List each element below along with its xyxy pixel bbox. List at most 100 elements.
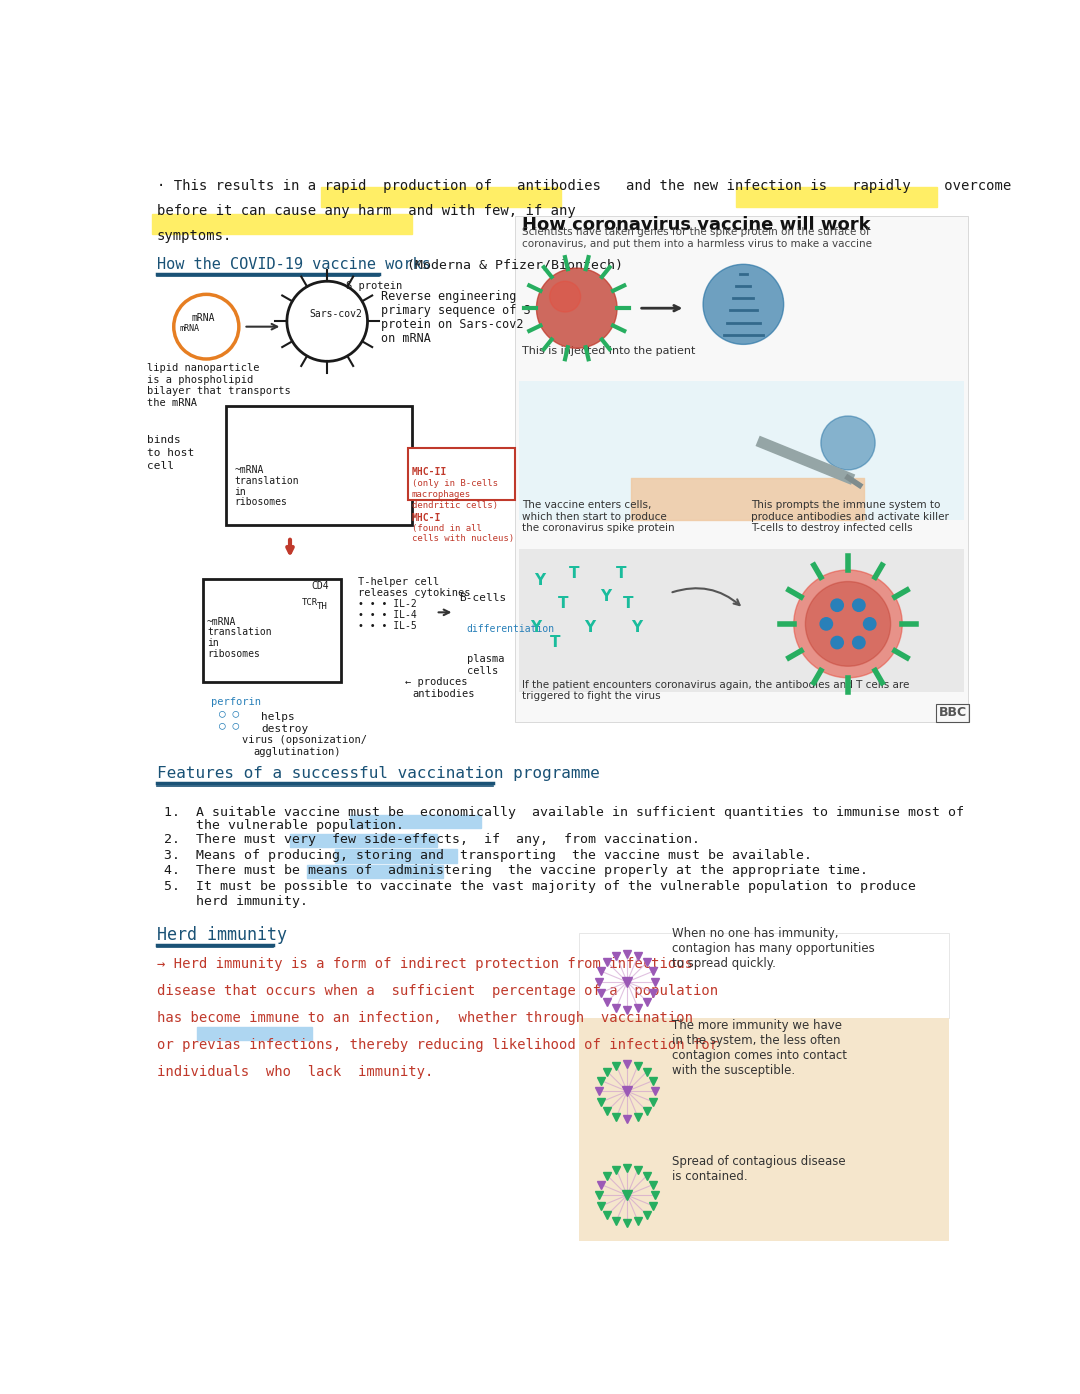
Text: cells: cells bbox=[467, 666, 498, 676]
Text: in: in bbox=[207, 638, 219, 648]
Text: translation: translation bbox=[234, 475, 299, 485]
Text: When no one has immunity,
contagion has many opportunities
to spread quickly.: When no one has immunity, contagion has … bbox=[672, 927, 875, 970]
Bar bbox=[227, 406, 413, 526]
Text: plasma: plasma bbox=[467, 654, 504, 665]
Text: is a phospholipid: is a phospholipid bbox=[147, 375, 253, 385]
Text: CD4: CD4 bbox=[312, 581, 329, 591]
Bar bbox=[350, 815, 481, 828]
Text: binds: binds bbox=[147, 435, 180, 445]
Text: has become immune to an infection,  whether through  vaccination: has become immune to an infection, wheth… bbox=[157, 1011, 692, 1025]
Text: TCR: TCR bbox=[301, 598, 318, 606]
Text: before it can cause any harm  and with few, if any: before it can cause any harm and with fe… bbox=[157, 204, 576, 217]
Text: TH: TH bbox=[318, 602, 328, 611]
Text: 1.  A suitable vaccine must be  economically  available in sufficient quantities: 1. A suitable vaccine must be economical… bbox=[164, 806, 964, 820]
Text: perforin: perforin bbox=[211, 697, 261, 707]
Text: in: in bbox=[234, 487, 246, 496]
Text: to host: to host bbox=[147, 447, 194, 459]
Text: the mRNA: the mRNA bbox=[147, 397, 197, 408]
Text: Spread of contagious disease
is contained.: Spread of contagious disease is containe… bbox=[672, 1154, 846, 1184]
Text: BBC: BBC bbox=[939, 707, 967, 719]
Bar bbox=[579, 934, 948, 1018]
Circle shape bbox=[806, 581, 891, 666]
Circle shape bbox=[794, 570, 902, 677]
Text: • • • IL-5: • • • IL-5 bbox=[359, 620, 417, 630]
Text: cells with nucleus): cells with nucleus) bbox=[411, 534, 514, 544]
Text: Y: Y bbox=[535, 573, 545, 588]
Text: ribosomes: ribosomes bbox=[207, 650, 260, 659]
Text: T: T bbox=[623, 597, 634, 612]
Circle shape bbox=[864, 618, 876, 630]
Text: primary sequence of S: primary sequence of S bbox=[381, 304, 531, 318]
Text: differentiation: differentiation bbox=[467, 623, 555, 634]
Text: Y: Y bbox=[584, 619, 596, 634]
Text: T: T bbox=[569, 566, 580, 581]
Bar bbox=[203, 580, 341, 682]
Text: lipid nanoparticle: lipid nanoparticle bbox=[147, 364, 259, 374]
Bar bbox=[518, 549, 964, 691]
Text: ○ ○: ○ ○ bbox=[218, 708, 239, 718]
Bar bbox=[515, 216, 968, 722]
Text: on mRNA: on mRNA bbox=[381, 332, 431, 346]
Text: T: T bbox=[557, 597, 568, 612]
Text: mRNA: mRNA bbox=[180, 325, 200, 333]
Text: destroy: destroy bbox=[261, 723, 309, 733]
Text: Herd immunity: Herd immunity bbox=[157, 926, 286, 944]
Bar bbox=[307, 864, 443, 878]
Text: If the patient encounters coronavirus again, the antibodies and T cells are
trig: If the patient encounters coronavirus ag… bbox=[523, 680, 909, 701]
Text: ~mRNA: ~mRNA bbox=[234, 466, 264, 475]
Text: • • • IL-2: • • • IL-2 bbox=[359, 599, 417, 609]
Text: T: T bbox=[550, 636, 561, 650]
Circle shape bbox=[820, 618, 833, 630]
Circle shape bbox=[537, 268, 617, 348]
Text: Y: Y bbox=[631, 619, 643, 634]
Text: agglutination): agglutination) bbox=[254, 747, 341, 757]
Text: releases cytokines: releases cytokines bbox=[359, 588, 471, 598]
Bar bbox=[408, 447, 515, 500]
Text: This prompts the immune system to
produce antibodies and activate killer
T-cells: This prompts the immune system to produc… bbox=[751, 500, 949, 534]
Text: (Moderna & Pfizer/Biontech): (Moderna & Pfizer/Biontech) bbox=[391, 259, 623, 272]
Text: ~mRNA: ~mRNA bbox=[207, 616, 237, 627]
Text: virus (opsonization/: virus (opsonization/ bbox=[242, 735, 367, 746]
Text: • • • IL-4: • • • IL-4 bbox=[359, 609, 417, 620]
Circle shape bbox=[831, 637, 843, 648]
Bar bbox=[152, 215, 411, 234]
Text: the vulnerable population.: the vulnerable population. bbox=[164, 820, 404, 832]
Text: ← produces: ← produces bbox=[405, 677, 468, 687]
Text: MHC-II: MHC-II bbox=[411, 467, 447, 477]
Text: mRNA: mRNA bbox=[191, 314, 215, 323]
Text: bilayer that transports: bilayer that transports bbox=[147, 386, 291, 396]
Text: (only in B-cells: (only in B-cells bbox=[411, 480, 498, 488]
Bar bbox=[335, 849, 458, 863]
Text: dendritic cells): dendritic cells) bbox=[411, 500, 498, 510]
Text: individuals  who  lack  immunity.: individuals who lack immunity. bbox=[157, 1065, 433, 1079]
Circle shape bbox=[852, 637, 865, 648]
Bar bbox=[291, 834, 437, 848]
Text: This is injected into the patient: This is injected into the patient bbox=[523, 346, 696, 357]
Text: 2.  There must very  few side-effects,  if  any,  from vaccination.: 2. There must very few side-effects, if … bbox=[164, 834, 701, 846]
Text: antibodies: antibodies bbox=[413, 689, 475, 698]
Text: translation: translation bbox=[207, 627, 272, 637]
Bar bbox=[321, 187, 562, 208]
Bar bbox=[579, 1018, 948, 1241]
Circle shape bbox=[703, 265, 784, 344]
Text: Scientists have taken genes for the spike protein on the surface of
coronavirus,: Scientists have taken genes for the spik… bbox=[523, 227, 873, 248]
Text: ○ ○: ○ ○ bbox=[218, 719, 239, 730]
Text: protein on Sars-cov2: protein on Sars-cov2 bbox=[381, 318, 524, 332]
Circle shape bbox=[550, 282, 581, 312]
Circle shape bbox=[821, 415, 875, 470]
Text: Sars-cov2: Sars-cov2 bbox=[309, 309, 362, 319]
Text: helps: helps bbox=[261, 712, 295, 722]
Text: T: T bbox=[616, 566, 626, 581]
Bar bbox=[518, 382, 964, 520]
Bar bbox=[735, 187, 937, 208]
Text: disease that occurs when a  sufficient  percentage of a  population: disease that occurs when a sufficient pe… bbox=[157, 984, 718, 998]
Text: B-cells: B-cells bbox=[459, 592, 507, 602]
Text: Y: Y bbox=[530, 619, 541, 634]
Text: 4.  There must be means of  administering  the vaccine properly at the appropria: 4. There must be means of administering … bbox=[164, 864, 868, 877]
Text: or previas infections, thereby reducing likelihood of infection for: or previas infections, thereby reducing … bbox=[157, 1039, 718, 1052]
Text: S protein: S protein bbox=[346, 282, 402, 291]
Circle shape bbox=[831, 599, 843, 612]
Text: How the COVID-19 vaccine works: How the COVID-19 vaccine works bbox=[157, 256, 431, 272]
Text: herd immunity.: herd immunity. bbox=[164, 895, 309, 907]
Text: MHC-I: MHC-I bbox=[411, 513, 441, 524]
